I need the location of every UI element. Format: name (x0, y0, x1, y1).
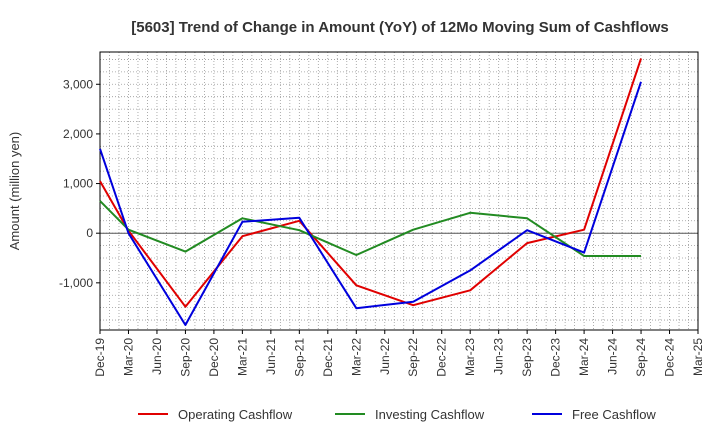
legend-label-operating-cashflow: Operating Cashflow (178, 407, 293, 422)
x-tick-label: Sep-23 (520, 338, 534, 377)
x-tick-label: Dec-20 (207, 338, 221, 377)
series-line-free-cashflow (99, 81, 642, 326)
y-tick-label: -1,000 (59, 276, 93, 290)
legend: Operating Cashflow Investing Cashflow Free… (138, 407, 656, 422)
y-tick-label: 0 (86, 226, 93, 240)
x-tick-label: Sep-21 (292, 338, 306, 377)
x-tick-label: Dec-22 (435, 338, 449, 377)
series-line-operating-cashflow (99, 58, 642, 308)
y-tick-label: 2,000 (63, 127, 93, 141)
chart-title: [5603] Trend of Change in Amount (YoY) o… (131, 19, 669, 36)
x-tick-label: Mar-20 (121, 338, 135, 376)
x-tick-label: Mar-25 (691, 338, 705, 376)
x-tick-label: Dec-19 (93, 338, 107, 377)
x-tick-label: Jun-23 (492, 338, 506, 375)
y-tick-label: 1,000 (63, 177, 93, 191)
y-axis: -1,000 0 1,000 2,000 3,000 (59, 77, 100, 290)
x-tick-label: Sep-20 (178, 338, 192, 377)
x-tick-label: Sep-24 (634, 338, 648, 377)
y-tick-label: 3,000 (63, 77, 93, 91)
grid (99, 52, 699, 330)
x-tick-label: Jun-24 (606, 338, 620, 375)
x-tick-label: Mar-24 (577, 338, 591, 376)
x-tick-label: Mar-22 (349, 338, 363, 376)
series-line-investing-cashflow (99, 200, 641, 257)
x-tick-label: Jun-20 (150, 338, 164, 375)
x-tick-label: Dec-21 (321, 338, 335, 377)
x-tick-label: Jun-22 (378, 338, 392, 375)
legend-label-free-cashflow: Free Cashflow (572, 407, 656, 422)
x-tick-label: Sep-22 (406, 338, 420, 377)
x-tick-label: Dec-23 (549, 338, 563, 377)
x-tick-label: Dec-24 (663, 338, 677, 377)
y-axis-label: Amount (million yen) (7, 132, 22, 251)
x-tick-label: Mar-21 (235, 338, 249, 376)
series-lines (99, 58, 642, 326)
x-tick-label: Mar-23 (463, 338, 477, 376)
plot-frame (99, 51, 699, 331)
x-axis: Dec-19 Mar-20 Jun-20 Sep-20 Dec-20 Mar-21 Jun-… (93, 330, 705, 377)
x-tick-label: Jun-21 (264, 338, 278, 375)
legend-label-investing-cashflow: Investing Cashflow (375, 407, 485, 422)
